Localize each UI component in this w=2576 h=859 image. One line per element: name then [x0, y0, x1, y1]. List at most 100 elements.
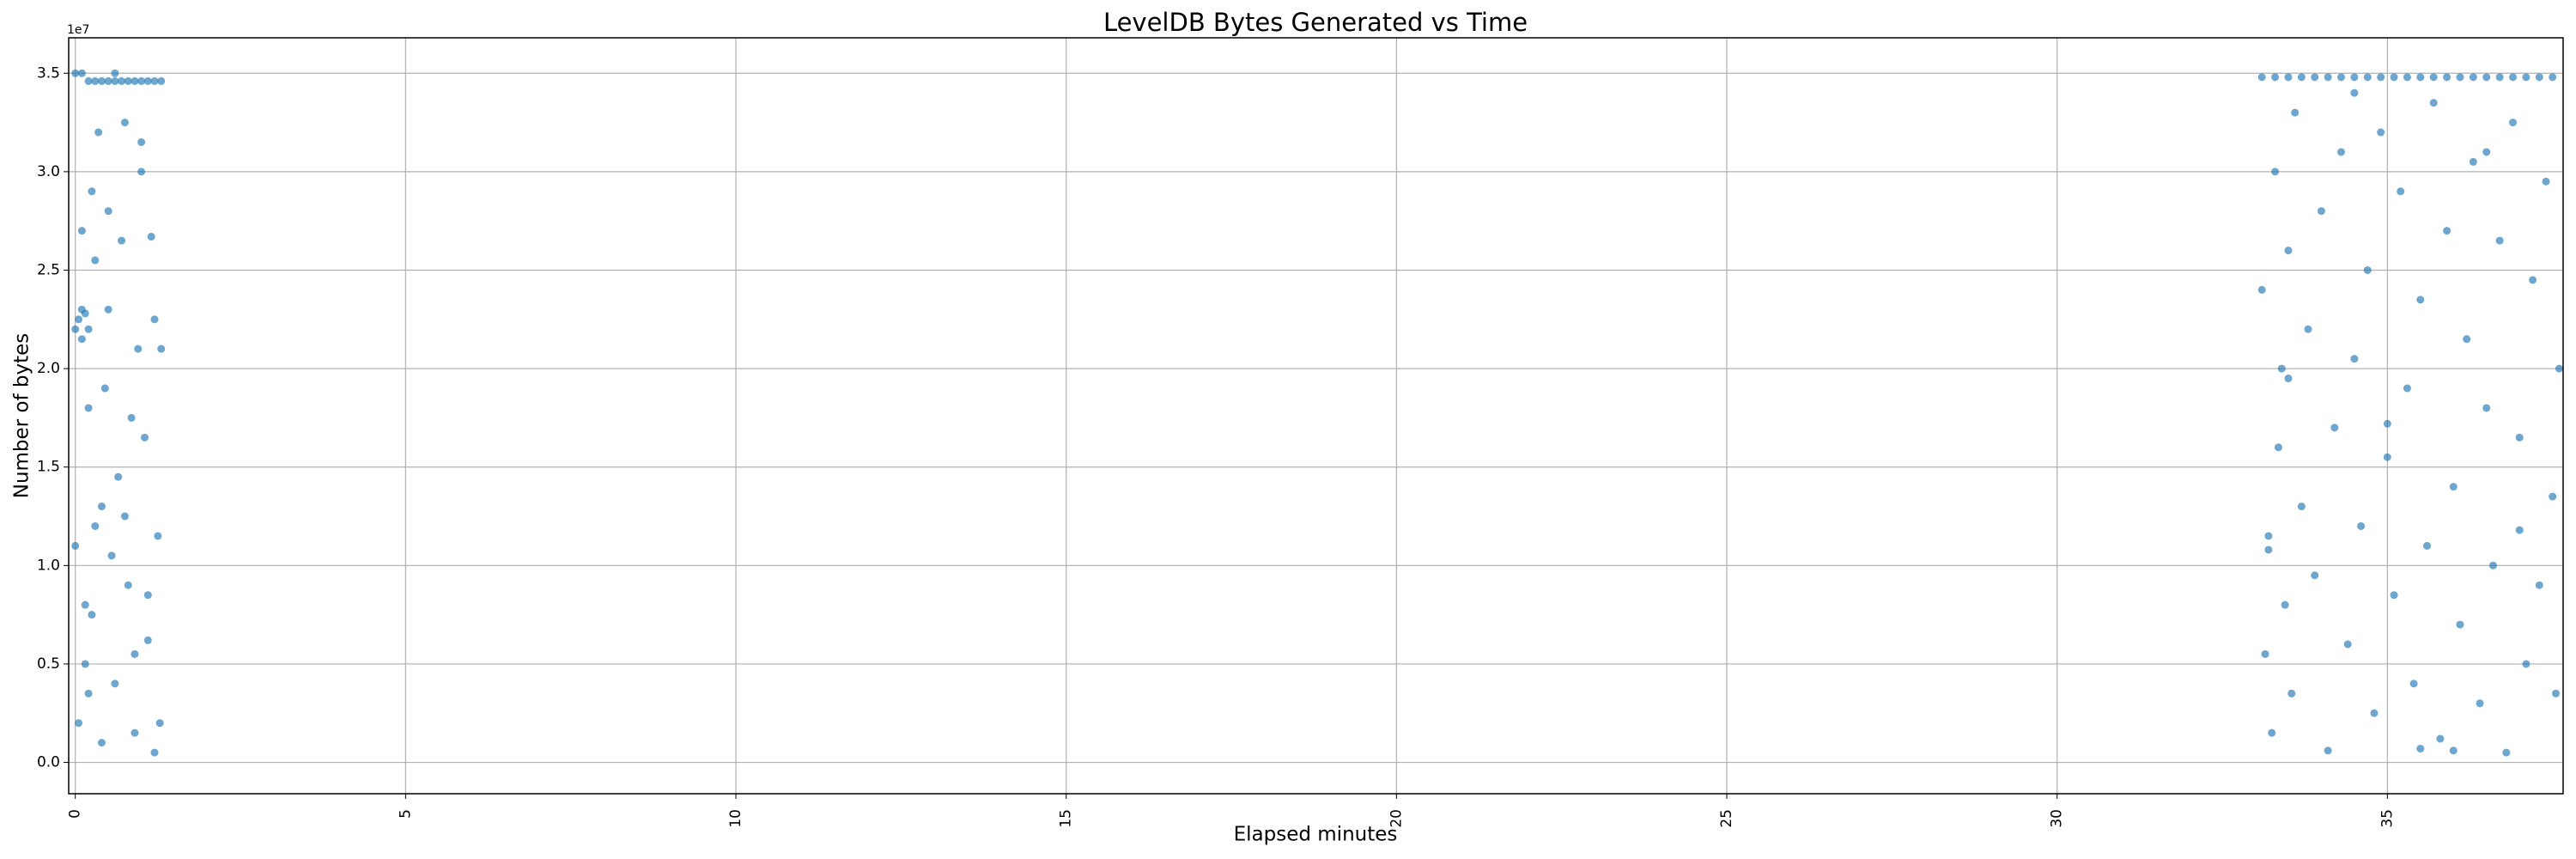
scatter-point	[71, 69, 80, 77]
y-tick-label: 1.0	[37, 557, 60, 574]
scatter-point	[2363, 265, 2372, 274]
scatter-point	[2271, 73, 2280, 82]
scatter-point	[2268, 728, 2276, 737]
y-tick-label: 3.5	[37, 64, 60, 82]
scatter-point	[157, 344, 166, 353]
scatter-point	[2403, 384, 2411, 393]
scatter-point	[2449, 483, 2458, 491]
scatter-point	[2436, 734, 2445, 743]
scatter-point	[2416, 73, 2425, 82]
y-tick-label: 1.5	[37, 459, 60, 476]
scatter-point	[2357, 521, 2366, 530]
scatter-point	[2284, 375, 2293, 383]
scatter-point	[2456, 620, 2464, 629]
scatter-point	[81, 660, 89, 668]
scatter-point	[2443, 227, 2451, 235]
chart-title: LevelDB Bytes Generated vs Time	[1103, 8, 1528, 37]
scatter-point	[2515, 526, 2524, 534]
scatter-point	[2291, 108, 2300, 117]
scatter-point	[137, 168, 146, 176]
scatter-point	[2281, 600, 2289, 609]
scatter-point	[2330, 423, 2339, 432]
scatter-point	[2522, 73, 2530, 82]
scatter-point	[2535, 581, 2543, 589]
scatter-point	[2337, 73, 2346, 82]
y-axis-label: Number of bytes	[11, 333, 33, 499]
scatter-point	[2416, 745, 2425, 753]
x-tick-label: 35	[2379, 809, 2396, 828]
scatter-point	[104, 305, 112, 314]
scatter-point	[2443, 73, 2451, 82]
scatter-point	[2522, 660, 2530, 668]
scatter-point	[97, 739, 106, 747]
scatter-point	[2284, 247, 2293, 255]
scatter-point	[75, 315, 83, 324]
scatter-point	[157, 76, 166, 85]
scatter-point	[104, 207, 112, 216]
scatter-point	[91, 256, 100, 265]
scatter-point	[2509, 73, 2518, 82]
scatter-point	[143, 591, 152, 600]
scatter-point	[2509, 119, 2518, 127]
scatter-point	[131, 728, 139, 737]
scatter-point	[107, 551, 116, 560]
scatter-point	[2488, 561, 2497, 570]
scatter-point	[154, 532, 162, 540]
scatter-point	[2469, 73, 2477, 82]
scatter-point	[77, 335, 86, 344]
scatter-point	[77, 305, 86, 314]
y-offset-label: 1e7	[67, 23, 89, 37]
scatter-point	[2542, 177, 2550, 186]
scatter-point	[2264, 532, 2273, 540]
scatter-point	[155, 719, 164, 728]
scatter-point	[2390, 73, 2398, 82]
scatter-point	[2403, 73, 2411, 82]
scatter-point	[2476, 699, 2484, 708]
scatter-point	[2337, 148, 2346, 156]
scatter-point	[2495, 73, 2504, 82]
scatter-point	[2502, 748, 2511, 757]
scatter-point	[2549, 492, 2557, 501]
scatter-point	[2552, 689, 2561, 698]
scatter-point	[2383, 419, 2391, 428]
scatter-point	[2350, 73, 2359, 82]
scatter-point	[2297, 503, 2306, 511]
scatter-point	[2274, 443, 2282, 452]
scatter-point	[120, 119, 129, 127]
scatter-point	[137, 137, 146, 146]
scatter-point	[104, 76, 112, 85]
scatter-point	[2390, 591, 2398, 600]
scatter-point	[143, 636, 152, 644]
x-tick-label: 20	[1388, 809, 1405, 828]
scatter-point	[2429, 99, 2438, 107]
x-tick-label: 15	[1058, 809, 1075, 828]
scatter-point	[134, 344, 143, 353]
x-tick-label: 0	[67, 809, 84, 819]
scatter-point	[2469, 157, 2477, 166]
scatter-point	[2416, 295, 2425, 304]
scatter-point	[71, 325, 80, 333]
scatter-point	[150, 315, 159, 324]
y-tick-label: 0.0	[37, 754, 60, 771]
scatter-point	[2284, 73, 2293, 82]
scatter-point	[88, 611, 96, 619]
scatter-point	[91, 521, 100, 530]
scatter-point	[143, 76, 152, 85]
scatter-point	[2456, 73, 2464, 82]
scatter-point	[2482, 73, 2491, 82]
scatter-point	[2535, 73, 2543, 82]
scatter-point	[88, 187, 96, 196]
scatter-point	[140, 433, 149, 442]
scatter-point	[2257, 73, 2266, 82]
scatter-point	[124, 76, 132, 85]
plot-frame	[68, 37, 2564, 795]
scatter-point	[114, 472, 123, 481]
scatter-point	[137, 76, 146, 85]
y-tick-label: 0.5	[37, 655, 60, 673]
scatter-point	[2482, 404, 2491, 412]
scatter-point	[127, 413, 136, 422]
x-tick-label: 25	[1718, 809, 1735, 828]
x-tick-label: 10	[727, 809, 744, 828]
scatter-point	[2429, 73, 2438, 82]
